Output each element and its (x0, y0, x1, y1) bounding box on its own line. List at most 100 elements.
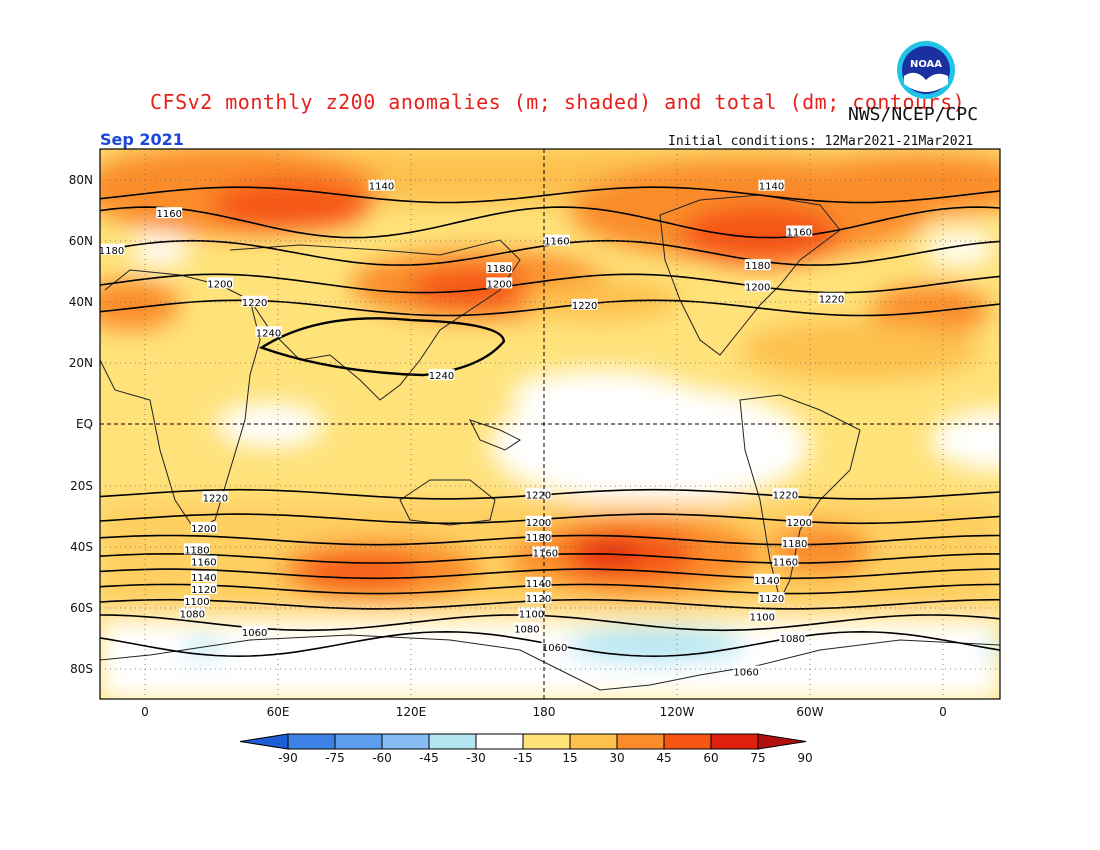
colorbar-tick-label: -75 (325, 751, 345, 765)
contour-line-1200 (100, 513, 1000, 525)
contour-label-bg (241, 625, 268, 637)
contour-label-text: 1060 (542, 643, 567, 654)
lat-label: 60S (70, 601, 93, 615)
contour-label-bg (786, 225, 813, 237)
colorbar-tick-label: 30 (609, 751, 624, 765)
contour-label: 1140 (758, 179, 785, 193)
contour-line-1240 (258, 317, 506, 377)
contour-label-text: 1140 (754, 576, 779, 587)
colorbar-tick-label: 45 (656, 751, 671, 765)
contour-label: 1180 (100, 243, 125, 257)
lat-label: 80N (69, 173, 93, 187)
noaa-logo-text: NOAA (910, 59, 942, 70)
lon-label: 120W (660, 705, 695, 719)
colorbar-segment (428, 733, 477, 750)
contour-label-bg (772, 488, 799, 500)
contour-label-bg (543, 234, 570, 246)
contour-label-text: 1100 (519, 609, 544, 620)
contour-label-bg (486, 277, 513, 289)
contour-label: 1180 (183, 543, 210, 556)
contour-label: 1140 (525, 576, 552, 590)
colorbar-segment (287, 733, 336, 750)
contour-label-text: 1160 (157, 209, 182, 220)
colorbar-segment (381, 733, 430, 750)
contour-label-text: 1160 (191, 558, 216, 569)
colorbar-left-arrow (239, 733, 289, 750)
colorbar-tick-label: 60 (703, 751, 718, 765)
lon-label: 120E (396, 705, 427, 719)
contour-label-text: 1140 (759, 182, 784, 193)
contour-label-bg (100, 243, 125, 255)
lat-label: 20S (70, 479, 93, 493)
contour-label-bg (733, 665, 760, 677)
contour-line-1220 (100, 299, 1000, 317)
contour-label: 1140 (753, 573, 780, 587)
contour-label-bg (190, 521, 217, 533)
contour-label: 1200 (486, 277, 513, 290)
colorbar-segment (663, 733, 712, 750)
contour-label: 1140 (368, 179, 395, 193)
colorbar-tick-label: -45 (419, 751, 439, 765)
contour-label-text: 1100 (750, 613, 775, 624)
contour-label: 1200 (190, 521, 217, 535)
contour-label: 1160 (156, 207, 183, 220)
contour-label: 1140 (190, 570, 217, 584)
contour-label-text: 1160 (533, 548, 558, 559)
contour-label: 1060 (241, 625, 268, 639)
contour-label-text: 1240 (429, 371, 454, 382)
contour-line-1140 (100, 186, 1000, 204)
agency-credit: NWS/NCEP/CPC (848, 104, 979, 125)
contour-label-bg (753, 573, 780, 585)
contour-label-text: 1220 (572, 301, 597, 312)
contour-label-text: 1220 (526, 490, 551, 501)
plot-title: CFSv2 monthly z200 anomalies (m; shaded)… (150, 90, 966, 114)
colorbar-segment (334, 733, 383, 750)
contour-label: 1160 (543, 234, 570, 248)
contour-label: 1200 (786, 515, 813, 529)
colorbar-tick-label: 90 (797, 751, 812, 765)
contour-label-bg (786, 515, 813, 527)
lat-label: EQ (76, 417, 93, 431)
contour-label-bg (744, 280, 771, 292)
contour-line-1080 (100, 614, 1000, 632)
colorbar-segment (522, 733, 571, 750)
contour-label-bg (541, 641, 568, 653)
contour-label-text: 1200 (787, 518, 812, 529)
contour-label: 1160 (532, 546, 559, 559)
colorbar-tick-label: 75 (750, 751, 765, 765)
contour-line-1120 (100, 583, 1000, 595)
latitude-labels: 80N 60N 40N 20N EQ 20S 40S 60S 80S (69, 173, 93, 676)
coastlines (100, 194, 1000, 691)
contour-label-bg (179, 607, 206, 619)
lon-label: 60E (267, 705, 290, 719)
colorbar-segment (475, 733, 524, 750)
contour-label: 1120 (525, 592, 552, 605)
contour-label-text: 1240 (256, 328, 281, 339)
contour-label-bg (744, 259, 771, 271)
contour-line-1220 (100, 488, 1000, 500)
contour-label-text: 1180 (526, 533, 551, 544)
anomaly-shading (100, 149, 1000, 699)
contour-label: 1120 (758, 592, 785, 605)
contour-label: 1080 (513, 622, 540, 636)
contour-label-bg (525, 576, 552, 588)
contour-label-bg (513, 622, 540, 634)
contour-label-text: 1200 (745, 283, 770, 294)
contour-label-text: 1180 (487, 264, 512, 275)
contour-label: 1060 (733, 665, 760, 679)
contour-label-text: 1140 (369, 182, 394, 193)
contour-label: 1220 (571, 298, 598, 312)
contour-label-bg (183, 543, 210, 555)
contour-label: 1160 (786, 225, 813, 239)
contour-label-text: 1080 (514, 625, 539, 636)
contour-label-text: 1140 (526, 579, 551, 590)
contour-label-bg (749, 610, 776, 622)
contour-label: 1080 (179, 607, 206, 620)
colorbar-tick-label: 15 (562, 751, 577, 765)
contour-label: 1160 (190, 555, 217, 569)
contour-label: 1120 (190, 583, 217, 596)
colorbar-tick-label: -15 (513, 751, 533, 765)
contour-label: 1220 (241, 295, 268, 309)
contour-label-bg (518, 607, 545, 619)
contour-label-text: 1220 (203, 493, 228, 504)
